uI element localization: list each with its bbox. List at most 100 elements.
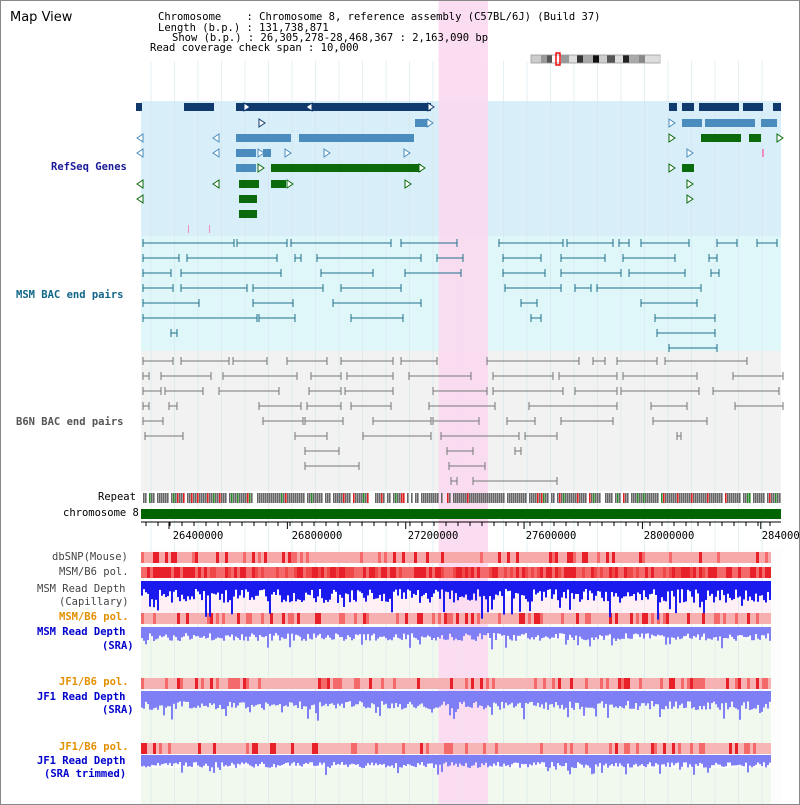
jf1-trim-depth-bar — [413, 755, 415, 767]
gene-strand-arrow — [305, 102, 313, 112]
msm-b6-polymorphism — [558, 567, 561, 578]
jf1-trim-depth-bar — [545, 755, 547, 767]
msm-b6-pol-sra — [555, 613, 558, 624]
msm-capillary-depth-bar — [511, 581, 513, 615]
msm-capillary-depth-bar — [151, 581, 153, 600]
jf1-b6-pol-trimmed — [753, 743, 756, 754]
msm-b6-polymorphism — [231, 567, 234, 578]
track-label-chromosome[interactable]: chromosome 8 — [63, 507, 139, 519]
track-label-msm-bac[interactable]: MSM BAC end pairs — [16, 289, 124, 301]
jf1-b6-pol-trimmed — [414, 743, 417, 754]
gene-model — [239, 210, 257, 218]
track-label-jf1-depth-trimmed[interactable]: JF1 Read Depth — [37, 755, 126, 767]
jf1-sra-depth-bar — [403, 691, 405, 709]
jf1-b6-pol-trimmed — [456, 743, 459, 754]
msm-sra-depth-bar — [339, 627, 341, 638]
jf1-b6-polymorphism — [588, 678, 591, 689]
msm-b6-polymorphism — [261, 567, 264, 578]
gene-model — [299, 134, 414, 142]
msm-sra-depth-bar — [213, 627, 215, 640]
jf1-b6-pol-trimmed — [144, 743, 147, 754]
msm-sra-depth-bar — [461, 627, 463, 641]
msm-sra-depth-bar — [605, 627, 607, 636]
repeat-element — [491, 493, 493, 503]
track-label-msm-b6-pol[interactable]: MSM/B6 pol. — [59, 566, 129, 578]
msm-sra-depth-bar — [455, 627, 457, 639]
msm-b6-pol-sra — [489, 613, 492, 624]
msm-sra-depth-bar — [309, 627, 311, 639]
repeat-element — [353, 493, 355, 503]
dbsnp-density — [333, 552, 336, 563]
track-label-jf1-depth-sra[interactable]: JF1 Read Depth — [37, 691, 126, 703]
track-label-msm-depth-capillary[interactable]: MSM Read Depth — [37, 583, 126, 595]
jf1-sra-depth-bar — [175, 691, 177, 709]
msm-b6-polymorphism — [339, 567, 342, 578]
msm-sra-depth-bar — [271, 627, 273, 641]
repeat-element — [315, 493, 317, 503]
msm-b6-pol-sra — [621, 613, 624, 624]
jf1-sra-depth-bar — [425, 691, 427, 708]
msm-sra-depth-bar — [345, 627, 347, 640]
msm-capillary-depth-bar — [397, 581, 399, 596]
repeat-element — [633, 493, 635, 503]
jf1-b6-polymorphism — [408, 678, 411, 689]
repeat-element — [455, 493, 457, 503]
jf1-trim-depth-bar — [307, 755, 309, 764]
jf1-b6-polymorphism — [768, 678, 771, 689]
jf1-b6-polymorphism — [279, 678, 282, 689]
dbsnp-density — [369, 552, 372, 563]
msm-b6-pol-sra — [465, 613, 468, 624]
track-label-dbsnp[interactable]: dbSNP(Mouse) — [52, 551, 128, 563]
repeat-element — [173, 493, 175, 503]
msm-sra-depth-bar — [375, 627, 377, 641]
dbsnp-density — [741, 552, 744, 563]
msm-capillary-depth-bar — [367, 581, 369, 596]
msm-capillary-depth-bar — [765, 581, 767, 603]
jf1-b6-pol-trimmed — [198, 743, 201, 754]
msm-capillary-depth-bar — [487, 581, 489, 613]
jf1-b6-pol-trimmed — [765, 743, 768, 754]
jf1-b6-polymorphism — [762, 678, 765, 689]
msm-b6-pol-sra — [540, 613, 543, 624]
msm-sra-depth-bar — [175, 627, 177, 638]
track-label-refseq[interactable]: RefSeq Genes — [51, 161, 127, 173]
msm-sra-depth-bar — [457, 627, 459, 641]
msm-sra-depth-bar — [697, 627, 699, 635]
jf1-b6-pol-trimmed — [165, 743, 168, 754]
jf1-b6-polymorphism — [438, 678, 441, 689]
msm-sra-depth-bar — [481, 627, 483, 640]
msm-b6-polymorphism — [420, 567, 423, 578]
msm-capillary-depth-bar — [557, 581, 559, 601]
track-label-jf1-b6-pol-2[interactable]: JF1/B6 pol. — [59, 741, 129, 753]
jf1-sra-depth-bar — [765, 691, 767, 705]
jf1-b6-polymorphism — [513, 678, 516, 689]
track-label-msm-depth-sra[interactable]: MSM Read Depth — [37, 626, 126, 638]
track-label-jf1-b6-pol[interactable]: JF1/B6 pol. — [59, 676, 129, 688]
ideogram-band — [593, 55, 599, 63]
jf1-sra-depth-bar — [343, 691, 345, 708]
axis-tick-label: 28400000 — [761, 530, 800, 542]
jf1-b6-pol-trimmed — [195, 743, 198, 754]
jf1-trim-depth-bar — [187, 755, 189, 767]
track-label-repeat[interactable]: Repeat — [98, 491, 136, 503]
jf1-sra-depth-bar — [193, 691, 195, 708]
jf1-sra-depth-bar — [291, 691, 293, 703]
msm-capillary-depth-bar — [699, 581, 701, 608]
msm-capillary-depth-bar — [341, 581, 343, 598]
jf1-sra-depth-bar — [695, 691, 697, 710]
msm-b6-pol-sra — [198, 613, 201, 624]
msm-capillary-depth-bar — [717, 581, 719, 591]
jf1-b6-polymorphism — [312, 678, 315, 689]
track-label-msm-b6-pol-2[interactable]: MSM/B6 pol. — [59, 611, 129, 623]
msm-b6-pol-sra — [654, 613, 657, 624]
track-label-b6n-bac[interactable]: B6N BAC end pairs — [16, 416, 124, 428]
jf1-trim-depth-bar — [739, 755, 741, 765]
msm-capillary-depth-bar — [675, 581, 677, 614]
jf1-sra-depth-bar — [711, 691, 713, 704]
jf1-sra-depth-bar — [591, 691, 593, 708]
jf1-sra-depth-bar — [455, 691, 457, 713]
jf1-trim-depth-bar — [213, 755, 215, 773]
msm-capillary-depth-bar — [401, 581, 403, 599]
msm-capillary-depth-bar — [295, 581, 297, 602]
